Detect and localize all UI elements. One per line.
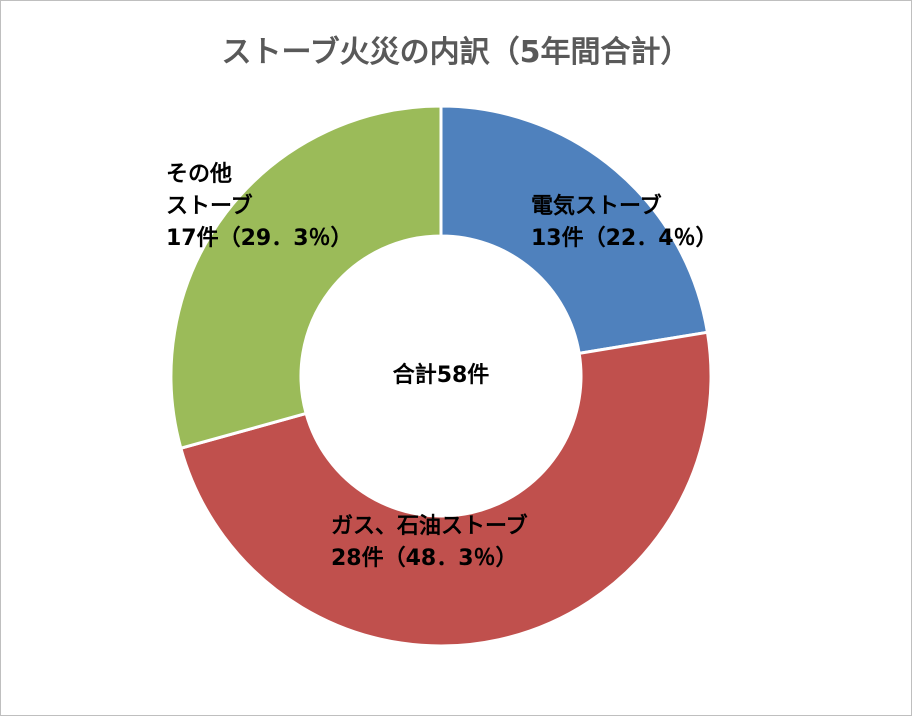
center-label: 合計58件	[392, 363, 490, 388]
slice-value-label: 28件（48．3％）	[331, 546, 518, 571]
slice-value-label: 17件（29．3％）	[166, 226, 353, 251]
slice-category-label: その他 ストーブ	[166, 162, 253, 219]
chart-title: ストーブ火災の内訳（5年間合計）	[221, 35, 691, 70]
donut-slice	[169, 104, 443, 451]
donut-slice	[178, 330, 713, 648]
slice-category-label: ガス、石油ストーブ	[331, 514, 528, 539]
slice-value-label: 13件（22．4％）	[531, 226, 718, 251]
slice-category-label: 電気ストーブ	[531, 194, 662, 219]
donut-slice	[439, 104, 710, 356]
